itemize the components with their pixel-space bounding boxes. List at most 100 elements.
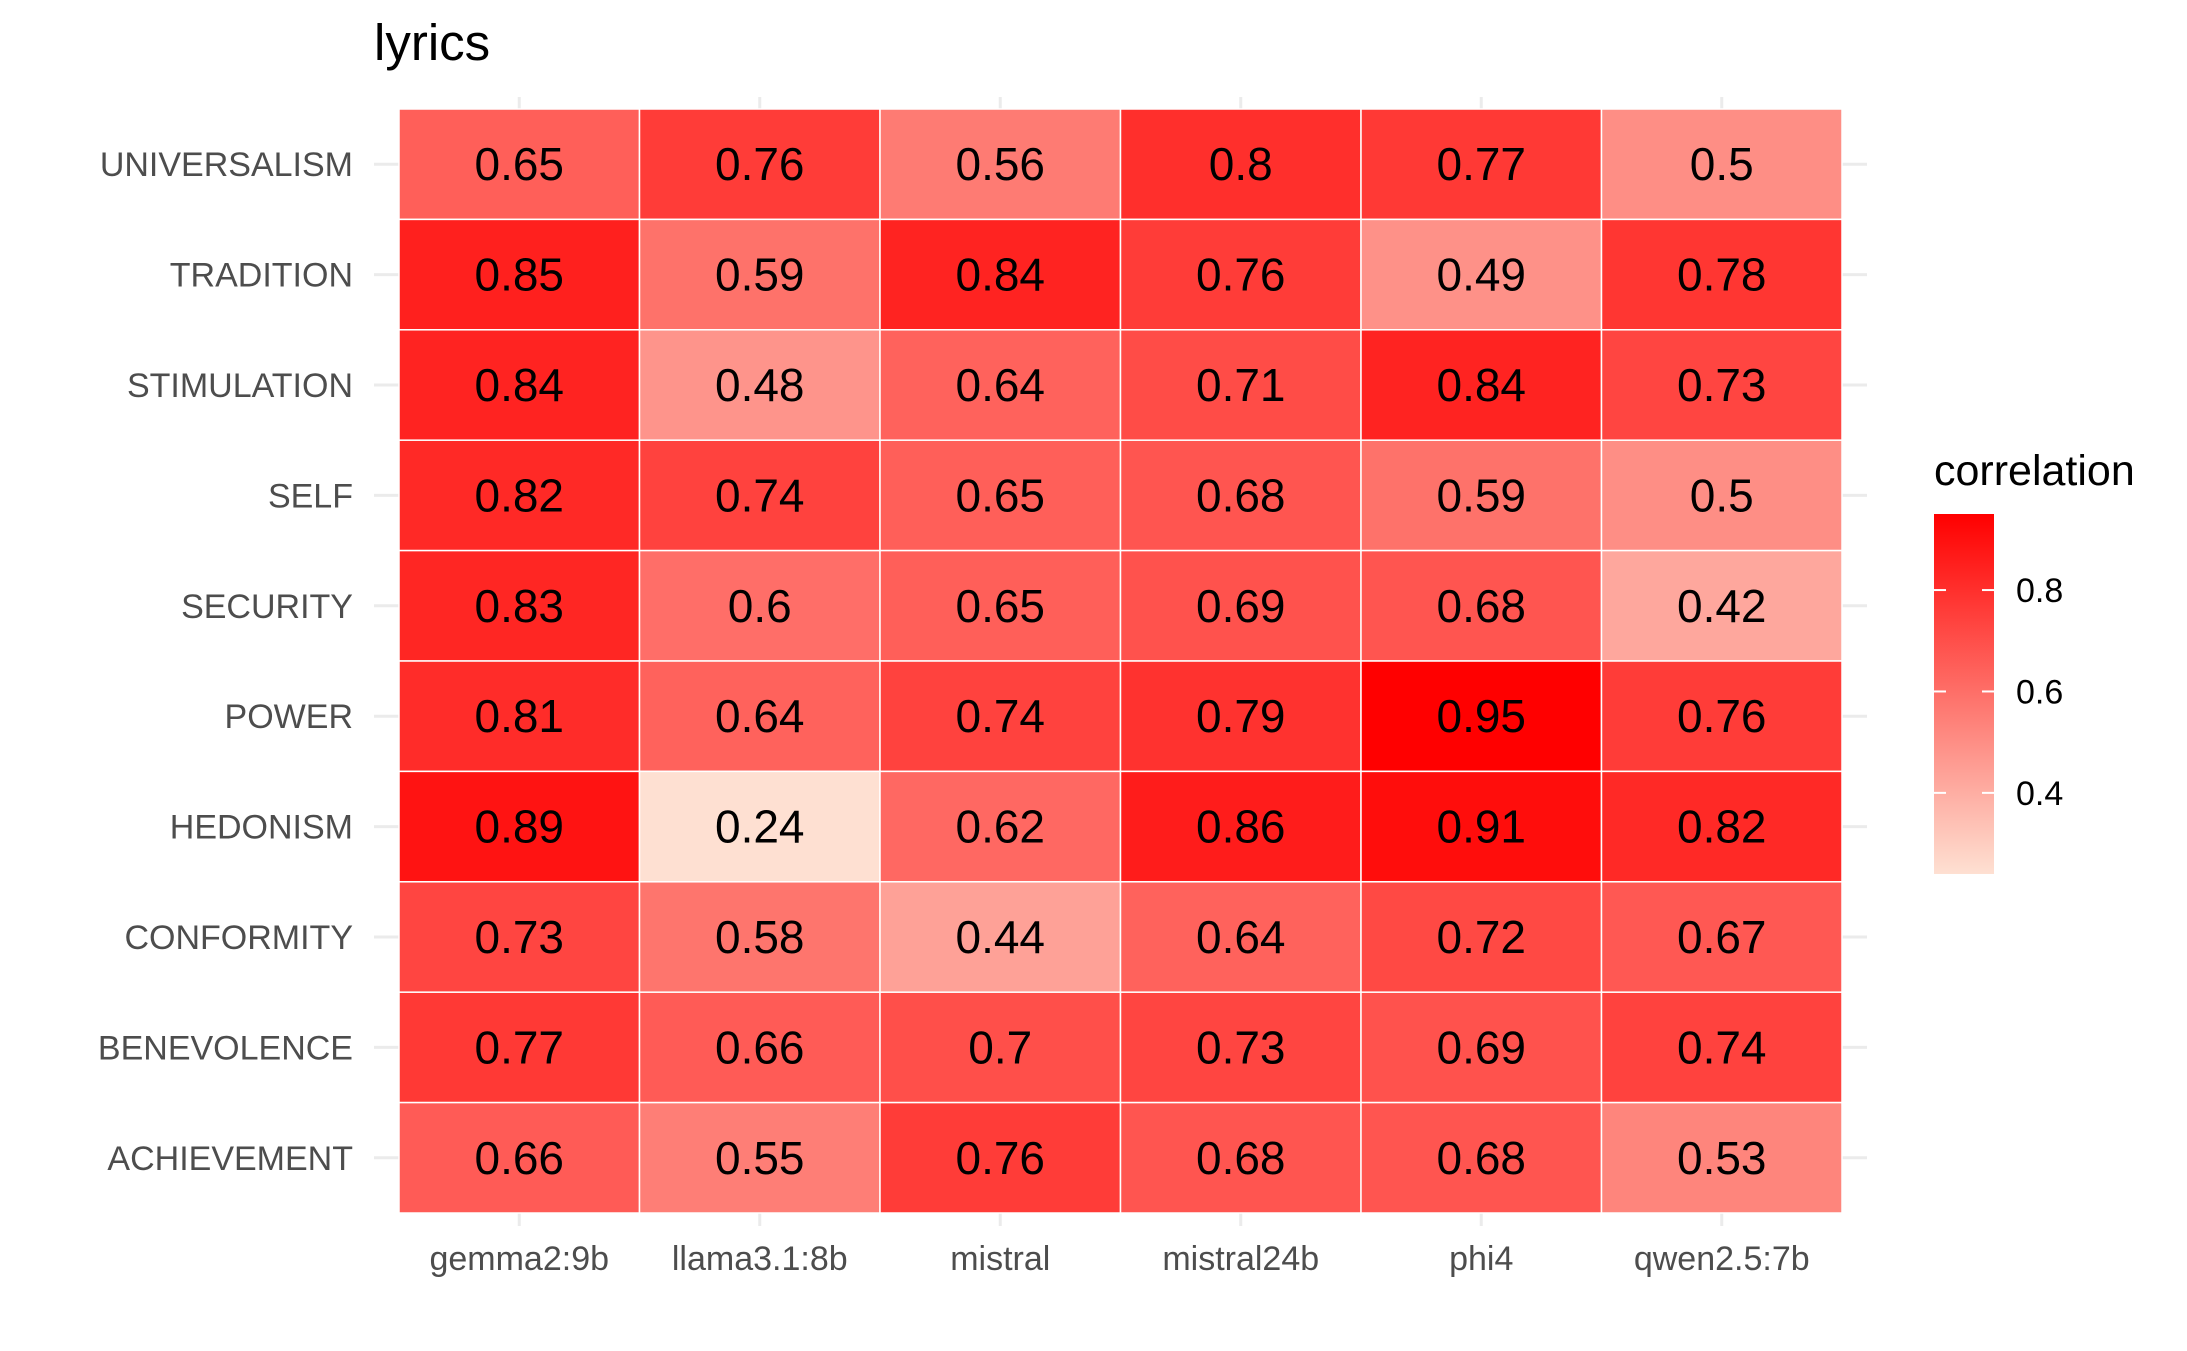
- cell-value-label: 0.65: [955, 469, 1045, 521]
- heatmap-cell-conformity-llama3-1-8b: [638, 881, 881, 993]
- legend-ticks: 0.4 0.6 0.8: [1934, 572, 2063, 813]
- heatmap-cell-achievement-gemma2-9b: [398, 1101, 641, 1214]
- cell-value-labels: 0.65 0.76 0.56 0.8 0.77 0.5 0.85 0.59 0.84 0.76 0.…: [474, 138, 1766, 1184]
- cell-value-label: 0.68: [1436, 1132, 1526, 1184]
- cell-value-label: 0.48: [715, 359, 805, 411]
- cell-value-label: 0.74: [955, 690, 1045, 742]
- cell-value-label: 0.85: [474, 249, 564, 301]
- cell-value-label: 0.74: [1677, 1021, 1767, 1073]
- cell-value-label: 0.89: [474, 801, 564, 853]
- heatmap-cell-conformity-phi4: [1360, 881, 1603, 993]
- legend-title: correlation: [1934, 447, 2135, 495]
- cell-value-label: 0.67: [1677, 911, 1767, 963]
- x-tick-label: gemma2:9b: [429, 1240, 609, 1278]
- cell-value-label: 0.69: [1196, 580, 1286, 632]
- heatmap-cell-security-llama3-1-8b: [638, 549, 881, 662]
- heatmap-cell-stimulation-qwen2-5-7b: [1600, 329, 1843, 441]
- cell-value-label: 0.64: [955, 359, 1045, 411]
- heatmap-cell-tradition-mistral: [879, 218, 1122, 331]
- y-tick-label: UNIVERSALISM: [100, 146, 353, 184]
- cell-value-label: 0.76: [715, 138, 805, 190]
- heatmap-cell-conformity-mistral: [879, 881, 1122, 993]
- y-tick-label: STIMULATION: [127, 367, 353, 405]
- cell-value-label: 0.78: [1677, 249, 1767, 301]
- y-tick-label: CONFORMITY: [124, 919, 353, 957]
- cell-value-label: 0.73: [474, 911, 564, 963]
- heatmap-cell-self-llama3-1-8b: [638, 439, 881, 552]
- legend-tick-label: 0.8: [2016, 572, 2063, 610]
- heatmap-cell-universalism-gemma2-9b: [398, 108, 641, 221]
- heatmap-cell-stimulation-phi4: [1360, 329, 1603, 441]
- heatmap-cell-power-llama3-1-8b: [638, 660, 881, 773]
- heatmap-cell-benevolence-gemma2-9b: [398, 991, 641, 1104]
- legend-tick-label: 0.6: [2016, 673, 2063, 711]
- cell-value-label: 0.59: [715, 249, 805, 301]
- x-tick-label: qwen2.5:7b: [1634, 1240, 1810, 1278]
- cell-value-label: 0.77: [474, 1021, 564, 1073]
- cell-value-label: 0.76: [1677, 690, 1767, 742]
- cell-value-label: 0.44: [955, 911, 1045, 963]
- legend-color-bar: [1934, 514, 1994, 874]
- cell-value-label: 0.64: [1196, 911, 1286, 963]
- cell-value-label: 0.79: [1196, 690, 1286, 742]
- cell-value-label: 0.58: [715, 911, 805, 963]
- y-tick-label: SECURITY: [181, 588, 353, 626]
- x-axis: gemma2:9b llama3.1:8b mistral mistral24b phi…: [429, 1240, 1809, 1278]
- cell-value-label: 0.83: [474, 580, 564, 632]
- cell-value-label: 0.73: [1196, 1021, 1286, 1073]
- cell-value-label: 0.68: [1436, 580, 1526, 632]
- cell-value-label: 0.24: [715, 801, 805, 853]
- heatmap-cell-tradition-gemma2-9b: [398, 218, 641, 331]
- chart-title: lyrics: [374, 14, 490, 71]
- heatmap-cell-hedonism-llama3-1-8b: [638, 770, 881, 883]
- cell-value-label: 0.71: [1196, 359, 1286, 411]
- cell-value-label: 0.72: [1436, 911, 1526, 963]
- y-tick-label: BENEVOLENCE: [98, 1029, 353, 1067]
- cell-value-label: 0.6: [728, 580, 792, 632]
- cell-value-label: 0.66: [715, 1021, 805, 1073]
- heatmap-cell-benevolence-mistral24b: [1119, 991, 1362, 1104]
- heatmap-cell-stimulation-gemma2-9b: [398, 329, 641, 441]
- y-tick-label: SELF: [268, 477, 353, 515]
- cell-value-label: 0.59: [1436, 469, 1526, 521]
- cell-value-label: 0.73: [1677, 359, 1767, 411]
- heatmap-cell-achievement-mistral24b: [1119, 1101, 1362, 1214]
- heatmap-cell-tradition-qwen2-5-7b: [1600, 218, 1843, 331]
- cell-value-label: 0.77: [1436, 138, 1526, 190]
- heatmap-cell-universalism-phi4: [1360, 108, 1603, 221]
- heatmap-cell-power-gemma2-9b: [398, 660, 641, 773]
- y-tick-label: POWER: [225, 698, 353, 736]
- cell-value-label: 0.5: [1690, 469, 1754, 521]
- heatmap-cell-benevolence-phi4: [1360, 991, 1603, 1104]
- y-tick-label: ACHIEVEMENT: [107, 1140, 353, 1178]
- heatmap-cell-stimulation-llama3-1-8b: [638, 329, 881, 441]
- heatmap-cell-security-qwen2-5-7b: [1600, 549, 1843, 662]
- cell-value-label: 0.8: [1209, 138, 1273, 190]
- heatmap-cell-self-gemma2-9b: [398, 439, 641, 552]
- color-legend: correlation 0.4 0.6 0.8: [1934, 447, 2135, 874]
- cell-value-label: 0.86: [1196, 801, 1286, 853]
- heatmap-cell-universalism-mistral24b: [1119, 108, 1362, 221]
- heatmap-cell-power-phi4: [1360, 660, 1603, 773]
- x-tick-label: mistral: [950, 1240, 1050, 1278]
- heatmap-cells: [398, 108, 1843, 1214]
- cell-value-label: 0.82: [474, 469, 564, 521]
- cell-value-label: 0.56: [955, 138, 1045, 190]
- heatmap-cell-self-phi4: [1360, 439, 1603, 552]
- heatmap-cell-tradition-phi4: [1360, 218, 1603, 331]
- cell-value-label: 0.62: [955, 801, 1045, 853]
- x-tick-label: mistral24b: [1162, 1240, 1319, 1278]
- heatmap-cell-hedonism-phi4: [1360, 770, 1603, 883]
- heatmap-cell-universalism-qwen2-5-7b: [1600, 108, 1843, 221]
- cell-value-label: 0.76: [1196, 249, 1286, 301]
- cell-value-label: 0.82: [1677, 801, 1767, 853]
- heatmap-cell-self-mistral24b: [1119, 439, 1362, 552]
- heatmap-cell-power-mistral: [879, 660, 1122, 773]
- x-tick-label: phi4: [1449, 1240, 1513, 1278]
- heatmap-cell-achievement-llama3-1-8b: [638, 1101, 881, 1214]
- cell-value-label: 0.81: [474, 690, 564, 742]
- heatmap-cell-self-mistral: [879, 439, 1122, 552]
- heatmap-cell-hedonism-qwen2-5-7b: [1600, 770, 1843, 883]
- heatmap-cell-power-qwen2-5-7b: [1600, 660, 1843, 773]
